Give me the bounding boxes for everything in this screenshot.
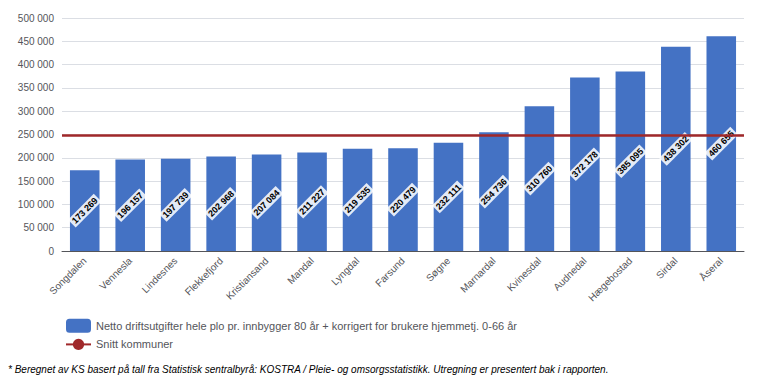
svg-text:Lindesnes: Lindesnes <box>140 255 180 295</box>
svg-text:Kvinesdal: Kvinesdal <box>505 255 543 293</box>
svg-text:200 000: 200 000 <box>18 152 55 163</box>
svg-text:202 968: 202 968 <box>206 189 236 219</box>
svg-text:438 302: 438 302 <box>661 134 691 164</box>
svg-text:Åseral: Åseral <box>697 254 726 283</box>
svg-text:196 157: 196 157 <box>115 190 145 220</box>
svg-text:211 227: 211 227 <box>297 187 327 217</box>
svg-text:460 655: 460 655 <box>706 129 736 159</box>
svg-text:350 000: 350 000 <box>18 82 55 93</box>
svg-text:50 000: 50 000 <box>23 222 54 233</box>
svg-text:254 736: 254 736 <box>479 177 509 207</box>
svg-text:Snitt kommuner: Snitt kommuner <box>96 338 173 350</box>
svg-text:197 739: 197 739 <box>161 190 191 220</box>
svg-text:Netto driftsutgifter hele plo: Netto driftsutgifter hele plo pr. innbyg… <box>96 320 517 332</box>
svg-text:Sirdal: Sirdal <box>654 255 680 281</box>
svg-text:Marnardal: Marnardal <box>458 255 498 295</box>
svg-text:450 000: 450 000 <box>18 36 55 47</box>
svg-text:250 000: 250 000 <box>18 129 55 140</box>
svg-text:232 111: 232 111 <box>434 182 463 211</box>
svg-text:173 269: 173 269 <box>70 196 100 226</box>
svg-text:Farsund: Farsund <box>373 255 407 289</box>
svg-text:150 000: 150 000 <box>18 176 55 187</box>
svg-text:219 535: 219 535 <box>343 185 373 215</box>
svg-text:Vennesla: Vennesla <box>97 255 134 292</box>
svg-text:Mandal: Mandal <box>285 255 316 286</box>
svg-text:310 760: 310 760 <box>524 164 554 194</box>
svg-text:Audnedal: Audnedal <box>551 255 589 293</box>
svg-text:400 000: 400 000 <box>18 59 55 70</box>
svg-text:500 000: 500 000 <box>18 13 55 24</box>
svg-text:Lyngdal: Lyngdal <box>329 255 361 287</box>
svg-text:Hægebostad: Hægebostad <box>586 255 634 303</box>
svg-text:385 095: 385 095 <box>615 146 645 176</box>
svg-text:100 000: 100 000 <box>18 199 55 210</box>
svg-text:300 000: 300 000 <box>18 106 55 117</box>
svg-text:0: 0 <box>48 246 54 257</box>
svg-text:Flekkefjord: Flekkefjord <box>183 255 225 297</box>
svg-text:Søgne: Søgne <box>424 255 453 284</box>
svg-text:Songdalen: Songdalen <box>47 255 89 297</box>
svg-text:220 479: 220 479 <box>388 185 418 215</box>
svg-text:Kristiansand: Kristiansand <box>224 255 271 302</box>
svg-text:207 084: 207 084 <box>252 188 282 218</box>
svg-text:* Beregnet av KS basert på tal: * Beregnet av KS basert på tall fra Stat… <box>8 364 608 375</box>
svg-text:372 178: 372 178 <box>570 149 600 179</box>
